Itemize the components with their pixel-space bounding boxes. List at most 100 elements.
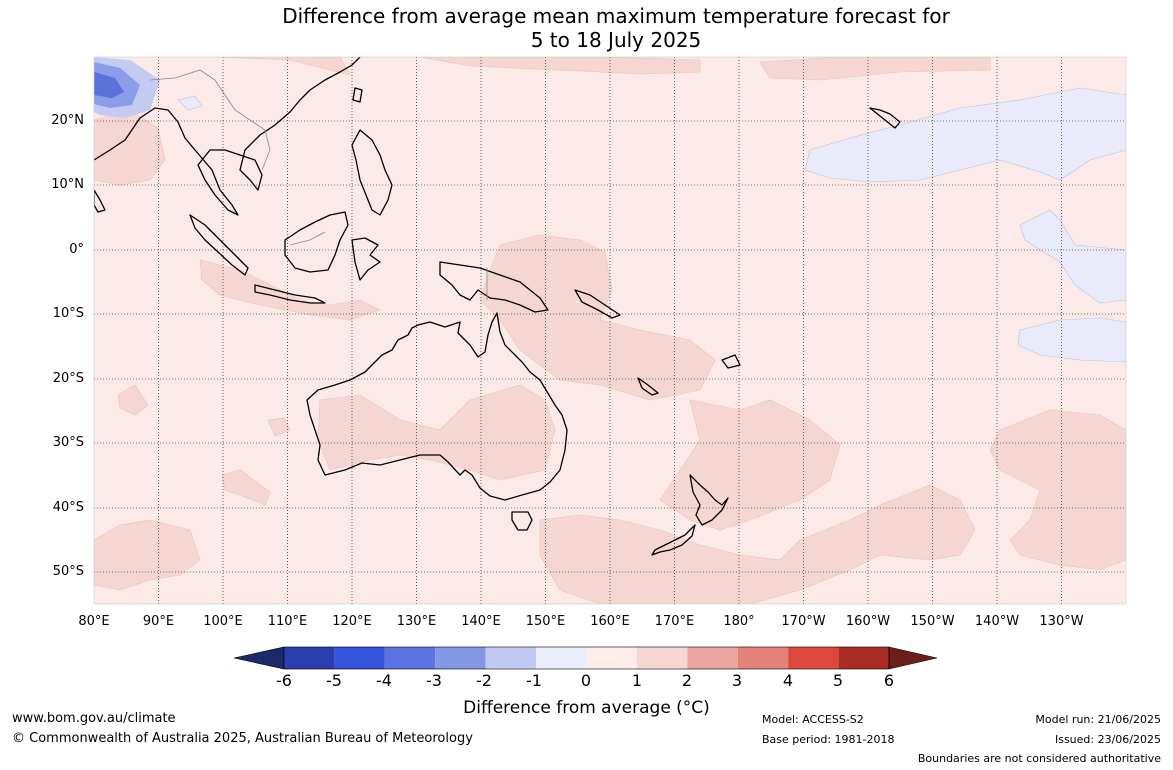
lon-label-150w: 150°W [910,614,955,629]
footer-issued: Issued: 23/06/2025 [1054,733,1161,746]
border-borneo [289,231,326,246]
cool-anomaly-regions [94,57,1126,363]
new-caledonia-coastline [637,377,659,396]
colorbar-segment [334,647,385,669]
map-frame [93,56,1127,605]
warm-anomaly-regions [94,57,1126,604]
colorbar-tick-label: 2 [681,671,693,690]
warm-region-top-central [419,57,701,75]
nz-north-island-coastline [689,474,729,526]
warm-region-tasman [659,399,841,531]
warm-region-south-pacific [989,409,1126,571]
lat-label-50s: 50°S [52,564,84,579]
lon-label-90e: 90°E [142,614,175,629]
lat-label-equator: 0° [69,242,84,257]
colorbar-tick-label: 4 [782,671,794,690]
map-title: Difference from average mean maximum tem… [0,4,1173,52]
lon-label-170w: 170°W [781,614,826,629]
colorbar-tick-label: -5 [326,671,342,690]
footer-site-link[interactable]: www.bom.gov.au/climate [12,711,176,726]
lon-label-160e: 160°E [590,614,630,629]
colorbar-tick-label: -1 [526,671,542,690]
lon-label-100e: 100°E [203,614,243,629]
sri-lanka-coastline [94,189,106,213]
map-graticule [94,57,1126,604]
footer-model: Model: ACCESS-S2 [762,713,864,726]
lat-label-10s: 10°S [52,306,84,321]
colorbar-segment [636,647,688,669]
colorbar-segment [838,647,889,669]
fiji-coastline [721,354,741,369]
colorbar-extend-high [888,646,938,670]
lon-label-140w: 140°W [974,614,1020,629]
java-coastline [254,284,326,304]
colorbar [233,646,938,670]
lon-label-150e: 150°E [525,614,566,629]
colorbar-segment [788,647,839,669]
warm-region-australia [317,384,556,481]
lat-label-20s: 20°S [52,371,84,386]
solomon-islands-coastline [574,289,621,319]
colorbar-segment [284,647,335,669]
taiwan-coastline [352,87,363,103]
title-line-2: 5 to 18 July 2025 [530,28,702,52]
colorbar-segment [485,647,537,669]
sumatra-coastline [189,214,249,276]
colorbar-tick-label: -6 [276,671,292,690]
colorbar-tick-label: 3 [731,671,743,690]
colorbar-segment [687,647,738,669]
warm-region-top [214,57,351,76]
colorbar-segment [435,647,486,669]
footer-base-period: Base period: 1981-2018 [762,733,895,746]
nz-south-island-coastline [651,524,696,556]
new-guinea-coastline [439,261,549,313]
colorbar-tick-label: 6 [883,671,895,690]
coastlines [94,57,901,556]
footer-model-run: Model run: 21/06/2025 [1035,713,1161,726]
colorbar-tick-label: -4 [376,671,392,690]
border-mainland-asia [149,69,271,171]
warm-region-southwest [94,519,201,591]
lat-label-20n: 20°N [51,113,84,128]
warm-region-top-east [759,57,991,81]
footer-copyright: © Commonwealth of Australia 2025, Austra… [12,731,473,746]
tasmania-coastline [511,511,533,531]
lat-label-40s: 40°S [52,500,84,515]
footer-disclaimer: Boundaries are not considered authoritat… [917,752,1161,765]
lon-label-80e: 80°E [78,614,110,629]
colorbar-tick-label: 1 [631,671,643,690]
cool-region-east-pacific [1017,317,1126,363]
country-borders [149,69,488,300]
asia-mainland-coastline [94,57,361,216]
map-anomaly-layer [94,57,1126,604]
colorbar-tick-label: -2 [476,671,492,690]
lon-label-140e: 140°E [461,614,501,629]
colorbar-extend-low [233,646,285,670]
philippines-coastline [351,129,393,216]
cool-region-himalaya-inner [94,72,124,98]
lat-label-30s: 30°S [52,435,84,450]
borneo-coastline [284,211,349,273]
lon-label-180: 180° [723,614,755,629]
lon-label-110e: 110°E [267,614,308,629]
hawaii-coastline [869,107,901,129]
title-line-1: Difference from average mean maximum tem… [282,4,950,28]
warm-region-png-coral-sea [479,234,716,401]
warm-region-small-3 [267,417,291,437]
australia-coastline [306,312,568,501]
lon-label-130w: 130°W [1039,614,1084,629]
colorbar-title: Difference from average (°C) [463,698,710,718]
sulawesi-coastline [351,237,381,281]
colorbar-segment [536,647,587,669]
cool-region-small [177,95,203,111]
colorbar-frame [283,646,890,670]
colorbar-segment [737,647,789,669]
warm-region-small-2 [221,469,271,506]
cool-region-north-pacific [804,87,1126,183]
colorbar-tick-label: 0 [580,671,592,690]
cool-region-central-pacific [1019,209,1126,304]
colorbar-tick-label: 5 [832,671,844,690]
lat-label-10n: 10°N [51,177,84,192]
colorbar-tick-label: -3 [426,671,442,690]
